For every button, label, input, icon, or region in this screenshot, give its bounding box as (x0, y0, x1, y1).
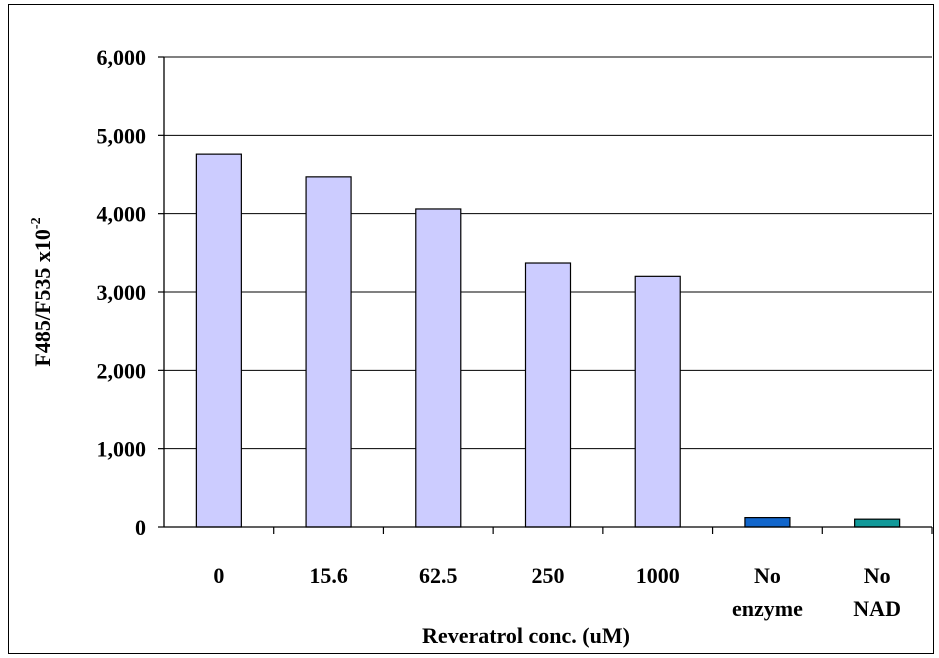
bar (634, 275, 681, 528)
bars (195, 153, 901, 528)
y-axis-label-main: F485/F535 x10 (30, 229, 55, 367)
bar (854, 518, 901, 528)
bar (744, 516, 791, 528)
y-tick-label: 6,000 (97, 45, 147, 70)
x-tick-label: No enzyme (732, 563, 803, 621)
x-tick-label: No NAD (853, 563, 901, 621)
y-ticks: 0 1,000 2,000 3,000 4,000 5,000 6,000 (97, 45, 164, 540)
x-axis-label: Reveratrol conc. (uM) (422, 623, 630, 648)
bar (415, 208, 462, 528)
y-tick-label: 0 (135, 515, 146, 540)
x-tick-label: 15.6 (309, 563, 348, 588)
chart-frame (8, 4, 934, 654)
x-tick-label: 1000 (636, 563, 680, 588)
y-axis-label: F485/F535 x10-2 (29, 217, 55, 366)
x-tick-label: 0 (213, 563, 224, 588)
y-tick-label: 4,000 (97, 202, 147, 227)
y-axis-label-superscript: -2 (29, 217, 44, 229)
x-tick-label: 250 (532, 563, 565, 588)
y-tick-label: 2,000 (97, 358, 147, 383)
x-ticks: 0 15.6 62.5 250 1000 No enzyme No NAD (213, 527, 933, 621)
y-tick-label: 5,000 (97, 123, 147, 148)
bar (524, 262, 572, 528)
bar (195, 153, 242, 528)
bar (305, 176, 352, 528)
gridlines (164, 56, 932, 450)
x-tick-label: 62.5 (419, 563, 458, 588)
y-tick-label: 1,000 (97, 437, 147, 462)
y-tick-label: 3,000 (97, 280, 147, 305)
